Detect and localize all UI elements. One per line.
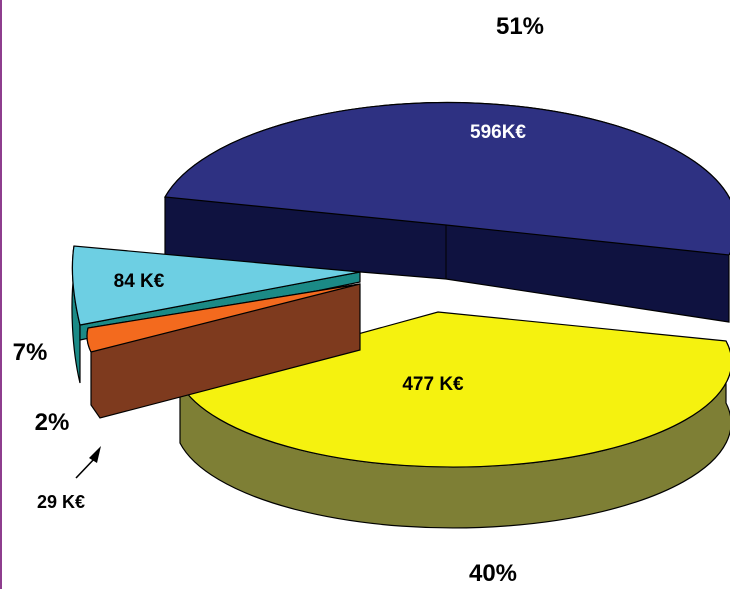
slice-29k-percent-label: 2% bbox=[35, 409, 70, 436]
slice-29k-value-label: 29 K€ bbox=[37, 492, 85, 512]
slice-29k-pointer-arrow bbox=[75, 446, 101, 479]
slice-29k bbox=[86, 283, 361, 419]
slice-29k-top bbox=[86, 283, 361, 353]
slice-596k-percent-label: 51% bbox=[496, 13, 544, 40]
slice-84k-top bbox=[71, 245, 361, 326]
slice-477k-percent-label: 40% bbox=[469, 560, 517, 587]
slice-477k-value-label: 477 K€ bbox=[402, 374, 464, 395]
slice-84k-value-label: 84 K€ bbox=[114, 271, 165, 292]
slice-596k-value-label: 596K€ bbox=[470, 122, 526, 143]
slice-84k-percent-label: 7% bbox=[13, 339, 48, 366]
